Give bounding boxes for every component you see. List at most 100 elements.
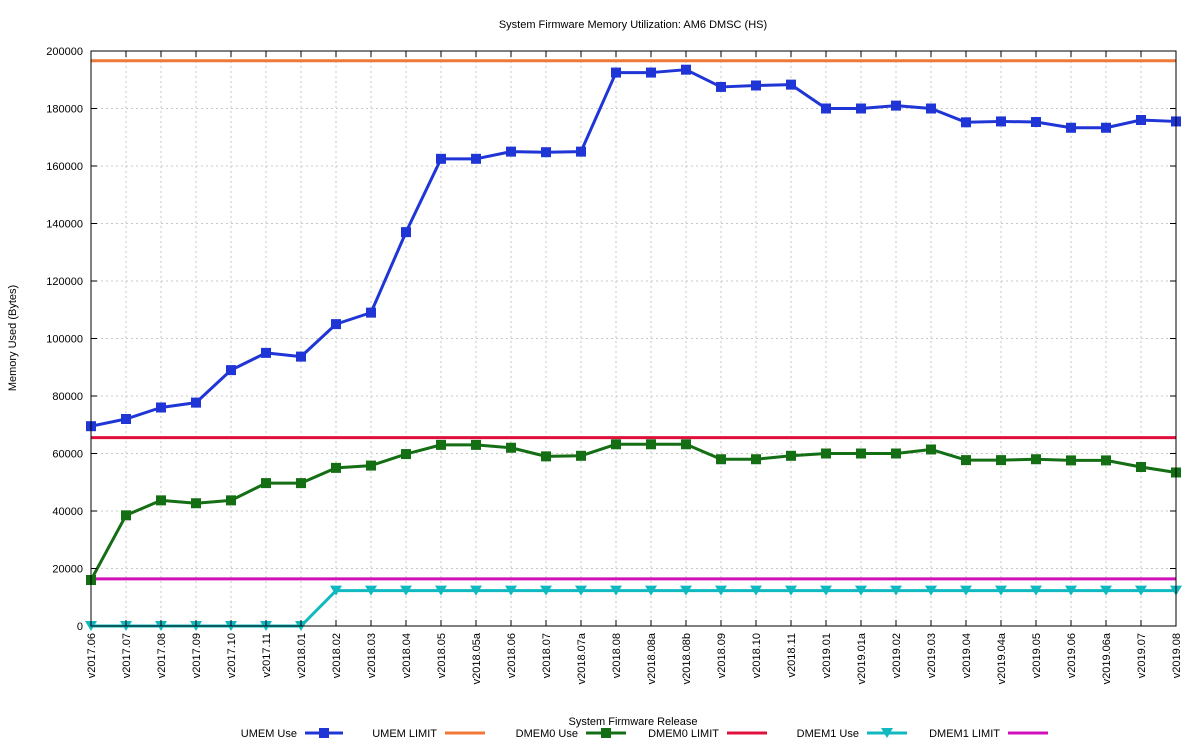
- data-point: [575, 585, 587, 596]
- data-point: [995, 585, 1007, 596]
- y-axis-title: Memory Used (Bytes): [7, 285, 19, 391]
- y-tick-label: 100000: [46, 334, 83, 346]
- data-point: [436, 439, 446, 450]
- data-point: [226, 365, 236, 376]
- data-point: [961, 455, 971, 466]
- data-point: [156, 495, 166, 506]
- data-point: [1030, 585, 1042, 596]
- data-point: [435, 585, 447, 596]
- data-point: [365, 585, 377, 596]
- data-point: [471, 439, 481, 450]
- x-tick-label: v2018.03: [366, 633, 378, 678]
- data-point: [716, 454, 726, 465]
- data-point: [296, 351, 306, 362]
- x-tick-label: v2017.11: [261, 633, 273, 677]
- grid: [91, 51, 1176, 626]
- x-tick-label: v2019.04a: [996, 632, 1008, 684]
- x-tick-label: v2018.07: [541, 633, 553, 678]
- data-point: [961, 117, 971, 128]
- data-point: [680, 585, 692, 596]
- data-point: [121, 414, 131, 424]
- x-tick-label: v2018.01: [296, 633, 308, 678]
- legend-item: UMEM LIMIT: [372, 728, 485, 740]
- chart-title: System Firmware Memory Utilization: AM6 …: [499, 19, 767, 31]
- data-point: [400, 585, 412, 596]
- data-point: [540, 585, 552, 596]
- legend-swatch-marker: [881, 728, 893, 738]
- y-tick-label: 160000: [46, 161, 83, 173]
- x-tick-label: v2019.01: [821, 633, 833, 678]
- data-point: [436, 153, 446, 164]
- data-point: [891, 100, 901, 111]
- data-point: [821, 103, 831, 114]
- legend-label: DMEM1 LIMIT: [929, 728, 1000, 740]
- x-tick-label: v2019.02: [891, 633, 903, 678]
- y-tick-label: 200000: [46, 46, 83, 58]
- data-point: [960, 585, 972, 596]
- x-tick-label: v2017.08: [156, 633, 168, 678]
- data-point: [786, 79, 796, 90]
- data-point: [576, 450, 586, 461]
- data-point: [751, 80, 761, 91]
- x-tick-label: v2019.07: [1136, 633, 1148, 678]
- x-tick-label: v2018.09: [716, 633, 728, 678]
- data-point: [1065, 585, 1077, 596]
- y-tick-label: 80000: [52, 391, 83, 403]
- data-point: [996, 116, 1006, 127]
- data-point: [401, 449, 411, 460]
- data-point: [1136, 462, 1146, 473]
- legend-item: DMEM1 LIMIT: [929, 728, 1048, 740]
- limit-lines: [91, 59, 1176, 581]
- data-point: [820, 585, 832, 596]
- data-point: [821, 448, 831, 459]
- series-line: [89, 442, 1177, 581]
- data-point: [331, 462, 341, 473]
- data-point: [856, 103, 866, 114]
- x-tick-label: v2019.03: [926, 633, 938, 678]
- x-tick-label: v2018.08: [611, 633, 623, 678]
- data-point: [645, 585, 657, 596]
- x-tick-label: v2018.04: [401, 633, 413, 678]
- data-point: [890, 585, 902, 596]
- x-tick-label: v2017.07: [121, 633, 133, 678]
- x-tick-label: v2018.10: [751, 633, 763, 678]
- data-point: [611, 439, 621, 450]
- legend-label: UMEM LIMIT: [372, 728, 437, 740]
- data-point: [191, 397, 201, 408]
- data-point: [191, 498, 201, 509]
- series-line: [90, 68, 1177, 428]
- data-point: [471, 153, 481, 164]
- data-point: [576, 146, 586, 157]
- x-tick-label: v2017.09: [191, 633, 203, 678]
- data-point: [1031, 117, 1041, 128]
- data-point: [505, 585, 517, 596]
- data-point: [856, 448, 866, 459]
- legend-swatch-marker: [601, 728, 611, 738]
- x-tick-label: v2017.06: [86, 633, 98, 678]
- data-point: [261, 478, 271, 489]
- data-point: [646, 67, 656, 78]
- x-tick-label: v2019.08: [1171, 633, 1183, 678]
- data-point: [646, 439, 656, 450]
- x-tick-label: v2018.05: [436, 633, 448, 678]
- data-point: [750, 585, 762, 596]
- data-point: [926, 103, 936, 114]
- legend-label: DMEM1 Use: [797, 728, 859, 740]
- x-tick-label: v2018.11: [786, 633, 798, 677]
- data-point: [1135, 585, 1147, 596]
- data-point: [156, 402, 166, 413]
- x-tick-label: v2019.06: [1066, 633, 1078, 678]
- y-tick-label: 140000: [46, 219, 83, 231]
- data-point: [681, 64, 691, 75]
- data-point: [1101, 455, 1111, 466]
- data-point: [1101, 122, 1111, 133]
- x-tick-label: v2017.10: [226, 633, 238, 678]
- legend-swatch-marker: [319, 728, 329, 738]
- data-point: [541, 147, 551, 158]
- x-tick-label: v2019.06a: [1101, 632, 1113, 684]
- y-tick-label: 180000: [46, 104, 83, 116]
- data-point: [925, 585, 937, 596]
- legend: UMEM Use UMEM LIMIT DMEM0 Use DMEM0 LIMIT DM…: [241, 728, 1048, 740]
